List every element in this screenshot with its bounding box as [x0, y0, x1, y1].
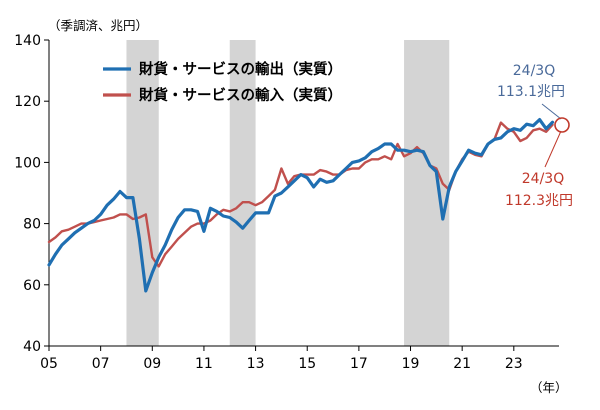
legend-export-label: 財貨・サービスの輸出（実質） — [138, 60, 342, 78]
x-tick-label: 17 — [350, 356, 368, 372]
export-annotation: 24/3Q 113.1兆円 — [497, 63, 565, 120]
axes — [48, 40, 559, 347]
y-unit-label: （季調済、兆円） — [48, 18, 148, 33]
latest-point-marker — [554, 117, 570, 133]
import-anno-value: 112.3兆円 — [505, 193, 573, 209]
x-tick-label: 23 — [505, 356, 523, 372]
export-anno-period: 24/3Q — [513, 63, 555, 79]
x-tick-label: 15 — [298, 356, 316, 372]
import-anno-period: 24/3Q — [522, 171, 564, 187]
x-tick-label: 21 — [453, 356, 471, 372]
export-series-line — [47, 118, 555, 293]
y-tick-label: 80 — [23, 217, 41, 233]
recession-band-1 — [229, 40, 256, 346]
import-leader-line — [544, 130, 562, 168]
series-lines — [47, 118, 555, 293]
y-tick-label: 100 — [14, 155, 41, 171]
y-tick-labels: 40 60 80 100 120 140 — [14, 33, 49, 355]
x-tick-label: 13 — [247, 356, 265, 372]
y-tick-label: 60 — [23, 278, 41, 294]
x-unit-label: （年） — [530, 380, 568, 395]
recession-band-0 — [126, 40, 159, 346]
export-anno-value: 113.1兆円 — [497, 84, 565, 100]
x-tick-label: 09 — [143, 356, 161, 372]
x-tick-label: 11 — [195, 356, 213, 372]
x-tick-labels: 05 07 09 11 13 15 17 19 21 23 — [40, 346, 523, 372]
export-leader-line — [541, 103, 562, 120]
legend: 財貨・サービスの輸出（実質） 財貨・サービスの輸入（実質） — [103, 60, 342, 104]
recession-band-2 — [404, 40, 450, 346]
x-tick-label: 05 — [40, 356, 58, 372]
legend-import-label: 財貨・サービスの輸入（実質） — [138, 86, 342, 104]
recession-bands — [126, 40, 450, 346]
y-tick-label: 40 — [23, 339, 41, 355]
x-tick-label: 19 — [402, 356, 420, 372]
y-tick-label: 120 — [14, 94, 41, 110]
import-annotation: 24/3Q 112.3兆円 — [505, 130, 573, 209]
x-tick-label: 07 — [92, 356, 110, 372]
y-tick-label: 140 — [14, 33, 41, 49]
